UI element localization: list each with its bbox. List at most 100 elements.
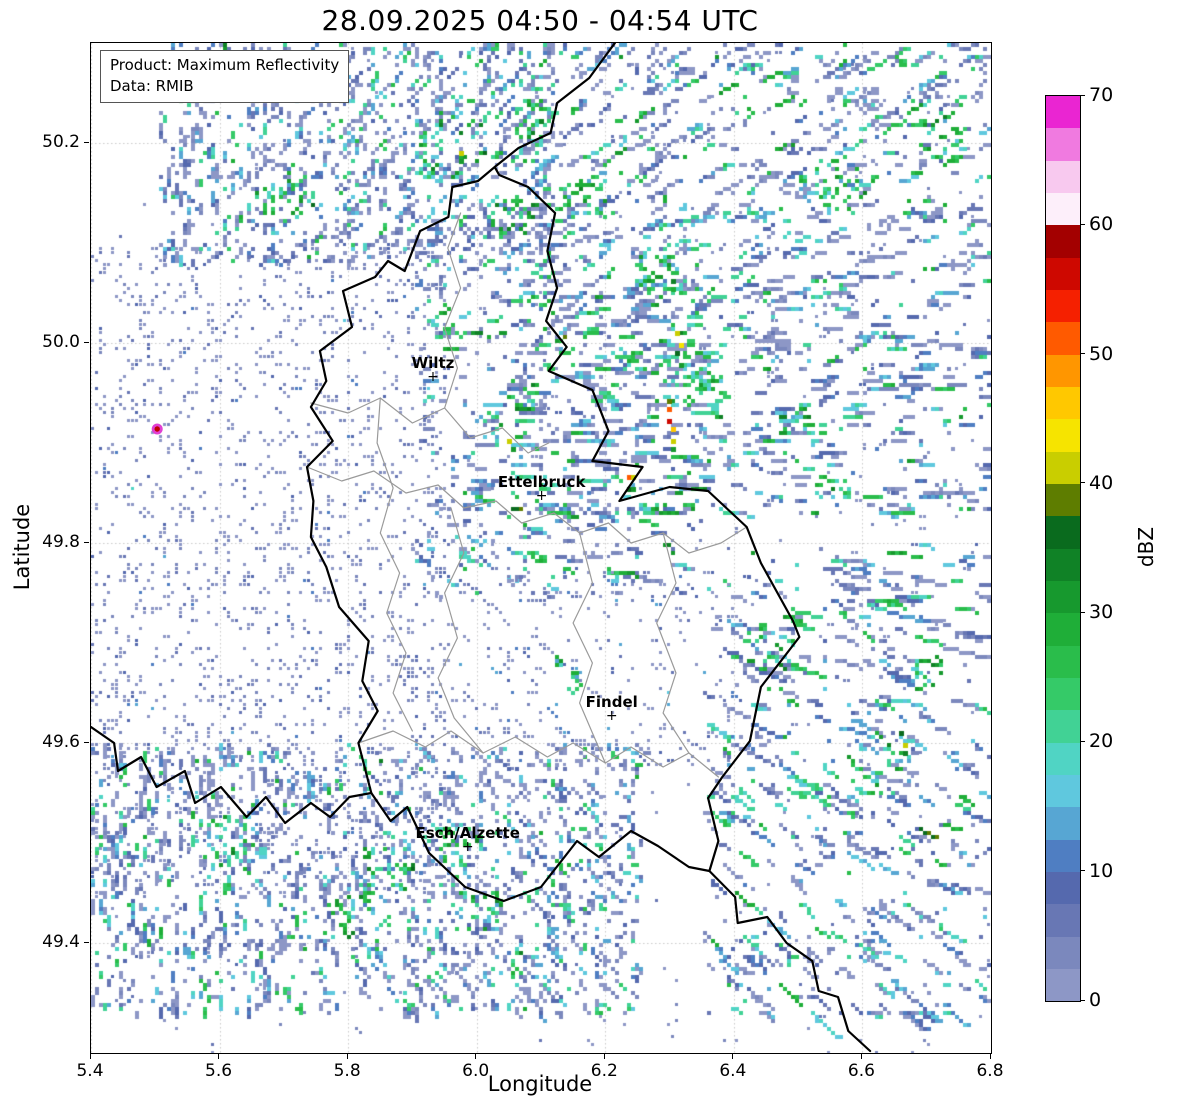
colorbar-segment xyxy=(1046,904,1080,937)
colorbar-segment xyxy=(1046,839,1080,872)
city-marker: + xyxy=(535,488,548,504)
city-label: Ettelbruck xyxy=(497,473,586,491)
city-marker: + xyxy=(427,369,439,385)
x-tick-mark xyxy=(732,1054,734,1059)
colorbar-tick-label: 40 xyxy=(1089,471,1114,494)
colorbar-segment xyxy=(1046,289,1080,323)
x-tick-mark xyxy=(475,1054,477,1059)
x-axis-label: Longitude xyxy=(487,1072,593,1096)
colorbar-segment xyxy=(1046,192,1080,226)
colorbar-segment xyxy=(1046,483,1080,517)
district-border xyxy=(376,397,413,732)
district-border xyxy=(357,730,719,778)
y-tick-mark xyxy=(84,941,89,943)
colorbar-segment xyxy=(1046,613,1080,646)
country-border xyxy=(708,869,872,1053)
colorbar-segment xyxy=(1046,516,1080,549)
country-border xyxy=(305,43,801,903)
colorbar-label: dBZ xyxy=(1134,526,1158,568)
colorbar-tick-label: 30 xyxy=(1089,601,1114,624)
colorbar-tick-mark xyxy=(1080,353,1085,355)
y-axis-label: Latitude xyxy=(10,503,34,591)
x-tick-mark xyxy=(603,1054,605,1059)
colorbar-segment xyxy=(1046,645,1080,678)
colorbar-segment xyxy=(1046,96,1080,129)
colorbar-segment xyxy=(1046,807,1080,840)
district-border xyxy=(656,532,690,754)
product-line: Product: Maximum Reflectivity xyxy=(110,56,340,74)
x-tick-label: 5.6 xyxy=(205,1061,233,1081)
colorbar-tick-mark xyxy=(1080,740,1085,742)
colorbar-tick-mark xyxy=(1080,611,1085,613)
colorbar-segment xyxy=(1046,936,1080,969)
colorbar-segment xyxy=(1046,386,1080,420)
district-border xyxy=(306,466,748,554)
colorbar-segment xyxy=(1046,419,1080,452)
colorbar-tick-mark xyxy=(1080,482,1085,484)
city-label: Wiltz xyxy=(411,354,455,372)
y-tick-mark xyxy=(84,341,89,343)
x-tick-label: 6.8 xyxy=(976,1061,1004,1081)
colorbar-segment xyxy=(1046,774,1080,808)
district-border xyxy=(444,212,462,409)
colorbar-tick-mark xyxy=(1080,223,1085,225)
colorbar-segment xyxy=(1046,257,1080,290)
x-tick-mark xyxy=(89,1054,91,1059)
city-marker: + xyxy=(605,708,618,724)
district-border xyxy=(310,397,550,454)
x-tick-label: 6.2 xyxy=(590,1061,618,1081)
colorbar-tick-label: 10 xyxy=(1089,859,1114,882)
x-tick-mark xyxy=(218,1054,220,1059)
x-tick-label: 5.8 xyxy=(333,1061,361,1081)
x-tick-label: 6.0 xyxy=(462,1061,490,1081)
colorbar-tick-mark xyxy=(1080,870,1085,872)
y-tick-label: 50.0 xyxy=(42,332,80,352)
y-tick-label: 50.2 xyxy=(42,132,80,152)
y-tick-label: 49.4 xyxy=(42,932,80,952)
colorbar-tick-label: 70 xyxy=(1089,84,1114,106)
map-plot: Product: Maximum Reflectivity Data: RMIB… xyxy=(90,42,992,1054)
colorbar-segment xyxy=(1046,580,1080,614)
district-border xyxy=(572,532,606,764)
colorbar-segment xyxy=(1046,677,1080,711)
radar-echo-canvas xyxy=(91,43,991,1053)
x-tick-mark xyxy=(860,1054,862,1059)
colorbar-segment xyxy=(1046,710,1080,743)
x-tick-label: 6.6 xyxy=(847,1061,875,1081)
y-tick-mark xyxy=(84,541,89,543)
radar-site-marker xyxy=(154,426,160,432)
colorbar-tick-mark xyxy=(1080,94,1085,96)
y-tick-mark xyxy=(84,741,89,743)
product-info-box: Product: Maximum Reflectivity Data: RMIB xyxy=(100,50,350,103)
colorbar-segment xyxy=(1046,128,1080,161)
colorbar-segment xyxy=(1046,968,1080,1002)
data-source-line: Data: RMIB xyxy=(110,77,194,95)
x-tick-label: 5.4 xyxy=(76,1061,104,1081)
borders-overlay xyxy=(91,43,872,1053)
y-tick-label: 49.6 xyxy=(42,732,80,752)
colorbar-segment xyxy=(1046,742,1080,775)
x-tick-label: 6.4 xyxy=(719,1061,747,1081)
colorbar-tick-label: 20 xyxy=(1089,730,1114,753)
x-tick-mark xyxy=(989,1054,991,1059)
figure-title: 28.09.2025 04:50 - 04:54 UTC xyxy=(321,4,759,37)
colorbar-segment xyxy=(1046,160,1080,193)
x-tick-mark xyxy=(346,1054,348,1059)
colorbar-segment xyxy=(1046,225,1080,258)
colorbar-tick-label: 60 xyxy=(1089,213,1114,236)
colorbar-tick-mark xyxy=(1080,999,1085,1001)
y-tick-label: 49.8 xyxy=(42,532,80,552)
y-tick-mark xyxy=(84,141,89,143)
colorbar-segment xyxy=(1046,451,1080,484)
colorbar-segment xyxy=(1046,354,1080,387)
country-border xyxy=(91,725,373,825)
colorbar-tick-label: 0 xyxy=(1089,989,1102,1011)
city-label: Findel xyxy=(585,693,638,711)
city-label: Esch/Alzette xyxy=(415,824,520,842)
colorbar-tick-label: 50 xyxy=(1089,342,1114,365)
district-border xyxy=(437,507,484,754)
colorbar-segment xyxy=(1046,322,1080,355)
colorbar-segment xyxy=(1046,871,1080,905)
city-marker: + xyxy=(461,839,474,855)
